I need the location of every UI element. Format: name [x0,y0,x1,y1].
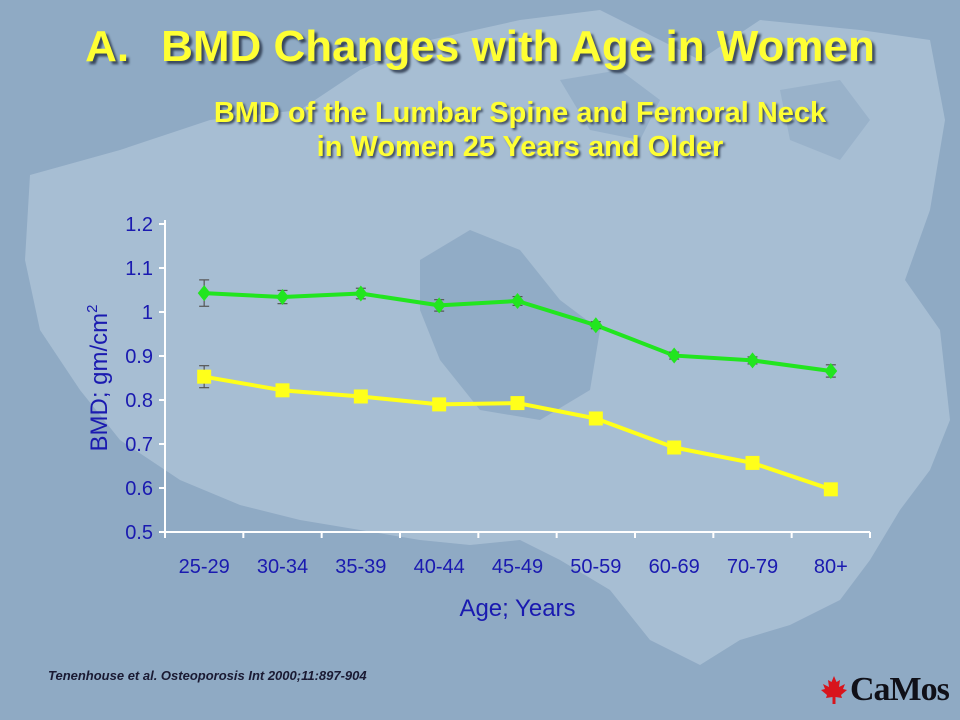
slide-title: A. BMD Changes with Age in Women [0,22,960,72]
series-1-point [824,362,838,379]
y-tick-label: 0.7 [125,434,153,456]
series-2-point [510,396,525,411]
x-tick-label: 25-29 [179,556,230,578]
y-axis-label: BMD; gm/cm2 [84,304,113,451]
x-tick-label: 60-69 [649,556,700,578]
x-tick-label: 40-44 [414,556,465,578]
slide-title-main: BMD Changes with Age in Women [161,22,875,71]
series-1-point [746,352,759,369]
y-tick-label: 1.2 [125,214,153,236]
chart-subtitle-line1: BMD of the Lumbar Spine and Femoral Neck [213,97,827,129]
y-tick-label: 1 [142,302,153,324]
camos-logo-text: CaMos [850,671,950,708]
series-1-point [197,285,211,302]
series-2-point [353,389,368,404]
y-tick-label: 0.8 [125,390,153,412]
y-axis-label-text: BMD; gm/cm [86,313,113,452]
y-tick-label: 0.9 [125,346,153,368]
series-1-point [432,297,446,314]
x-tick-label: 35-39 [335,556,386,578]
series-2-point [588,411,603,426]
x-tick-label: 80+ [814,556,848,578]
series-1-point [276,289,289,306]
series-1-point [511,293,524,309]
series-2-point [745,455,760,470]
maple-leaf-icon [821,676,847,704]
chart-subtitle: BMD of the Lumbar Spine and Femoral Neck… [200,96,840,164]
x-axis-label: Age; Years [459,595,575,622]
series-2-point [197,369,212,384]
chart-subtitle-line2: in Women 25 Years and Older [316,131,724,163]
series-2-point [667,440,682,455]
citation-footnote: Tenenhouse et al. Osteoporosis Int 2000;… [48,668,367,683]
slide-title-prefix: A. [85,22,130,71]
y-axis-label-superscript: 2 [84,304,101,312]
x-tick-label: 45-49 [492,556,543,578]
y-tick-label: 0.6 [125,478,153,500]
x-tick-label: 70-79 [727,556,778,578]
series-1-point [667,347,681,364]
series-2-line [203,374,832,492]
series-2-point [275,383,290,398]
y-tick-label: 1.1 [125,258,153,280]
x-tick-label: 50-59 [570,556,621,578]
series-1-point [589,317,603,334]
series-2-point [823,482,838,497]
series-2-point [432,397,447,412]
series-1-point [354,285,368,302]
camos-logo: CaMos [820,668,950,712]
y-tick-label: 0.5 [125,522,153,544]
x-tick-label: 30-34 [257,556,308,578]
